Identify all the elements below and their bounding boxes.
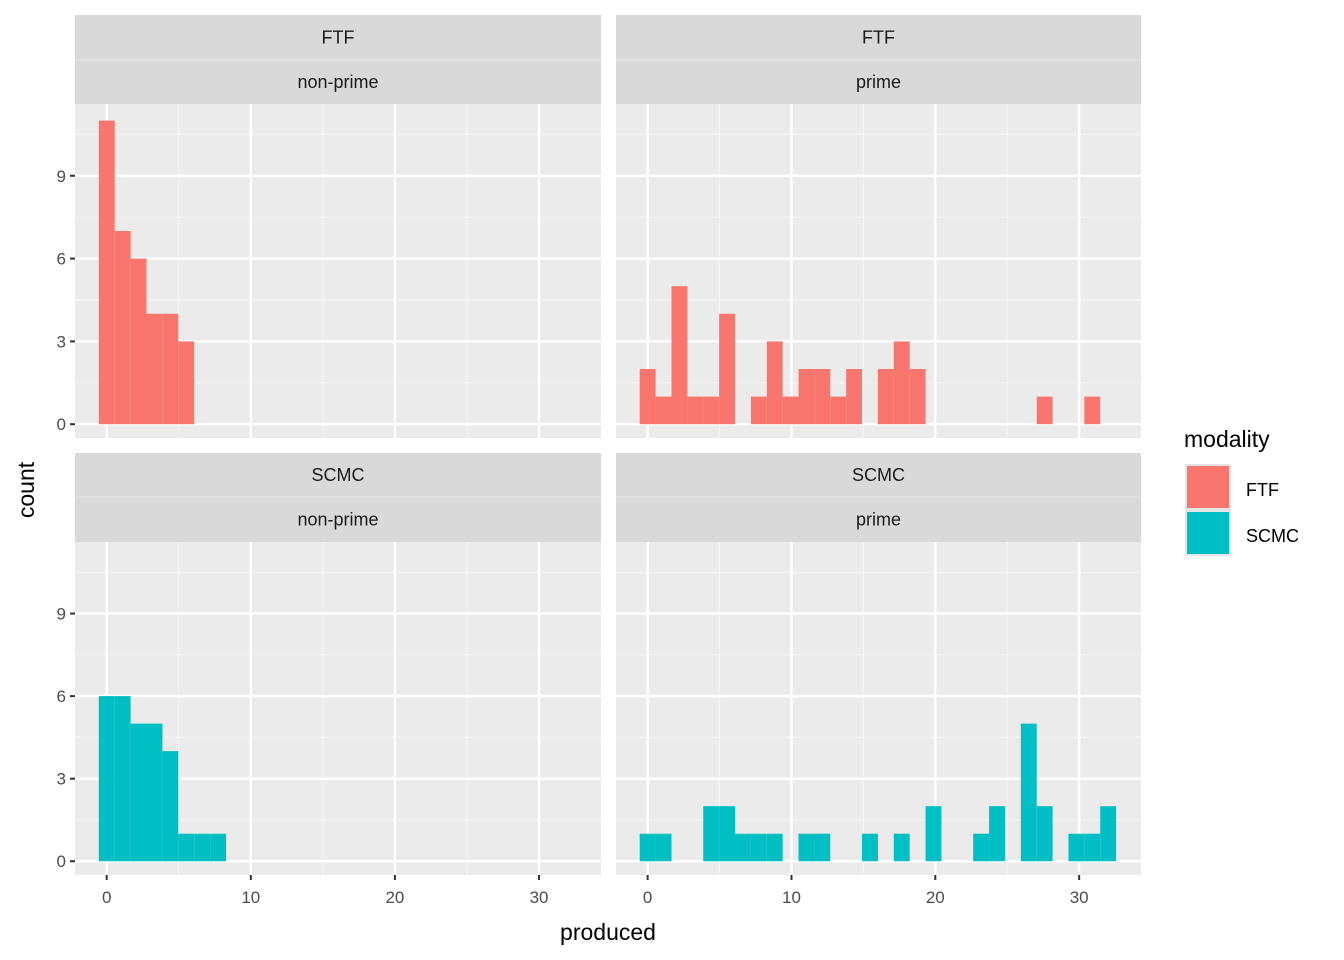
histogram-bar	[1084, 833, 1101, 862]
histogram-bar	[846, 368, 863, 425]
x-tick-label: 0	[102, 888, 111, 907]
strip-col-bg	[616, 497, 1141, 542]
histogram-bar	[1068, 833, 1085, 862]
strip-row-bg	[616, 15, 1141, 60]
histogram-bar	[130, 258, 147, 425]
histogram-bar	[671, 286, 688, 425]
strip-label-condition: prime	[856, 510, 901, 530]
histogram-bar	[194, 833, 211, 862]
x-tick-label: 30	[1070, 888, 1089, 907]
histogram-bar	[973, 833, 990, 862]
histogram-bar	[1036, 806, 1053, 862]
y-tick-label: 0	[57, 852, 66, 871]
histogram-bar	[114, 696, 131, 862]
y-tick-label: 9	[57, 167, 66, 186]
strip-col-bg	[75, 60, 601, 104]
histogram-bar	[639, 833, 656, 862]
y-axis-title: count	[13, 461, 39, 518]
legend-title: modality	[1184, 426, 1270, 452]
facet-panel: SCMC prime 0 10 20 30	[616, 453, 1141, 907]
strip-row-bg	[75, 15, 601, 60]
histogram-bar	[687, 396, 704, 425]
histogram-bar	[750, 833, 767, 862]
histogram-bar	[210, 833, 227, 862]
strip-row-bg	[616, 453, 1141, 497]
x-tick-label: 0	[643, 888, 652, 907]
histogram-bar	[750, 396, 767, 425]
panels-layer: FTF non-prime 0 3 6 9 FTF prime SCMC non-prime 0 3 6…	[57, 15, 1141, 907]
histogram-bar	[814, 368, 831, 425]
x-tick-label: 20	[385, 888, 404, 907]
facet-panel: FTF non-prime 0 3 6 9	[57, 15, 601, 438]
histogram-bar	[146, 313, 163, 425]
legend-swatch-scmc	[1187, 512, 1229, 554]
legend-label-ftf: FTF	[1246, 480, 1279, 500]
histogram-bar	[782, 396, 799, 425]
histogram-bar	[178, 833, 195, 862]
strip-label-condition: non-prime	[297, 72, 378, 92]
histogram-bar	[655, 833, 672, 862]
histogram-bar	[1036, 396, 1053, 425]
histogram-bar	[830, 396, 847, 425]
x-axis-title: produced	[560, 919, 656, 945]
histogram-bar	[909, 368, 926, 425]
strip-label-modality: FTF	[862, 28, 895, 48]
histogram-bar	[719, 313, 736, 425]
x-tick-label: 20	[926, 888, 945, 907]
histogram-bar	[719, 806, 736, 862]
histogram-bar	[1100, 806, 1117, 862]
strip-col-bg	[616, 60, 1141, 104]
histogram-bar	[766, 833, 783, 862]
x-tick-label: 30	[530, 888, 549, 907]
y-tick-label: 3	[57, 770, 66, 789]
histogram-bar	[162, 751, 179, 862]
y-tick-label: 6	[57, 250, 66, 269]
legend: modality FTF SCMC	[1184, 426, 1299, 556]
legend-label-scmc: SCMC	[1246, 526, 1299, 546]
strip-label-modality: SCMC	[312, 465, 365, 485]
histogram-bar	[893, 833, 910, 862]
histogram-bar	[639, 368, 656, 425]
histogram-bar	[814, 833, 831, 862]
strip-label-condition: non-prime	[297, 510, 378, 530]
histogram-bar	[98, 696, 115, 862]
histogram-bar	[1020, 723, 1037, 862]
histogram-bar	[766, 341, 783, 425]
histogram-bar	[893, 341, 910, 425]
strip-label-modality: FTF	[322, 28, 355, 48]
y-tick-label: 9	[57, 605, 66, 624]
histogram-bar	[735, 833, 751, 862]
legend-swatch-ftf	[1187, 466, 1229, 508]
histogram-bar	[798, 368, 815, 425]
x-tick-label: 10	[782, 888, 801, 907]
y-tick-label: 6	[57, 687, 66, 706]
histogram-bar	[989, 806, 1005, 862]
strip-row-bg	[75, 453, 601, 497]
histogram-bar	[798, 833, 815, 862]
y-tick-label: 3	[57, 332, 66, 351]
y-tick-label: 0	[57, 415, 66, 434]
histogram-bar	[862, 833, 878, 862]
strip-col-bg	[75, 497, 601, 542]
panel-background	[616, 542, 1141, 875]
strip-label-modality: SCMC	[852, 465, 905, 485]
facet-panel: SCMC non-prime 0 3 6 9 0 10 20 30	[57, 453, 601, 907]
histogram-bar	[925, 806, 942, 862]
histogram-bar	[130, 723, 147, 862]
x-tick-label: 10	[241, 888, 260, 907]
histogram-bar	[114, 230, 131, 425]
histogram-bar	[877, 368, 894, 425]
histogram-bar	[1084, 396, 1101, 425]
histogram-bar	[703, 396, 720, 425]
histogram-bar	[703, 806, 720, 862]
histogram-bar	[162, 313, 179, 425]
strip-label-condition: prime	[856, 72, 901, 92]
histogram-bar	[98, 120, 115, 425]
histogram-bar	[178, 341, 195, 425]
histogram-bar	[655, 396, 672, 425]
histogram-bar	[146, 723, 163, 862]
facet-panel: FTF prime	[616, 15, 1141, 438]
